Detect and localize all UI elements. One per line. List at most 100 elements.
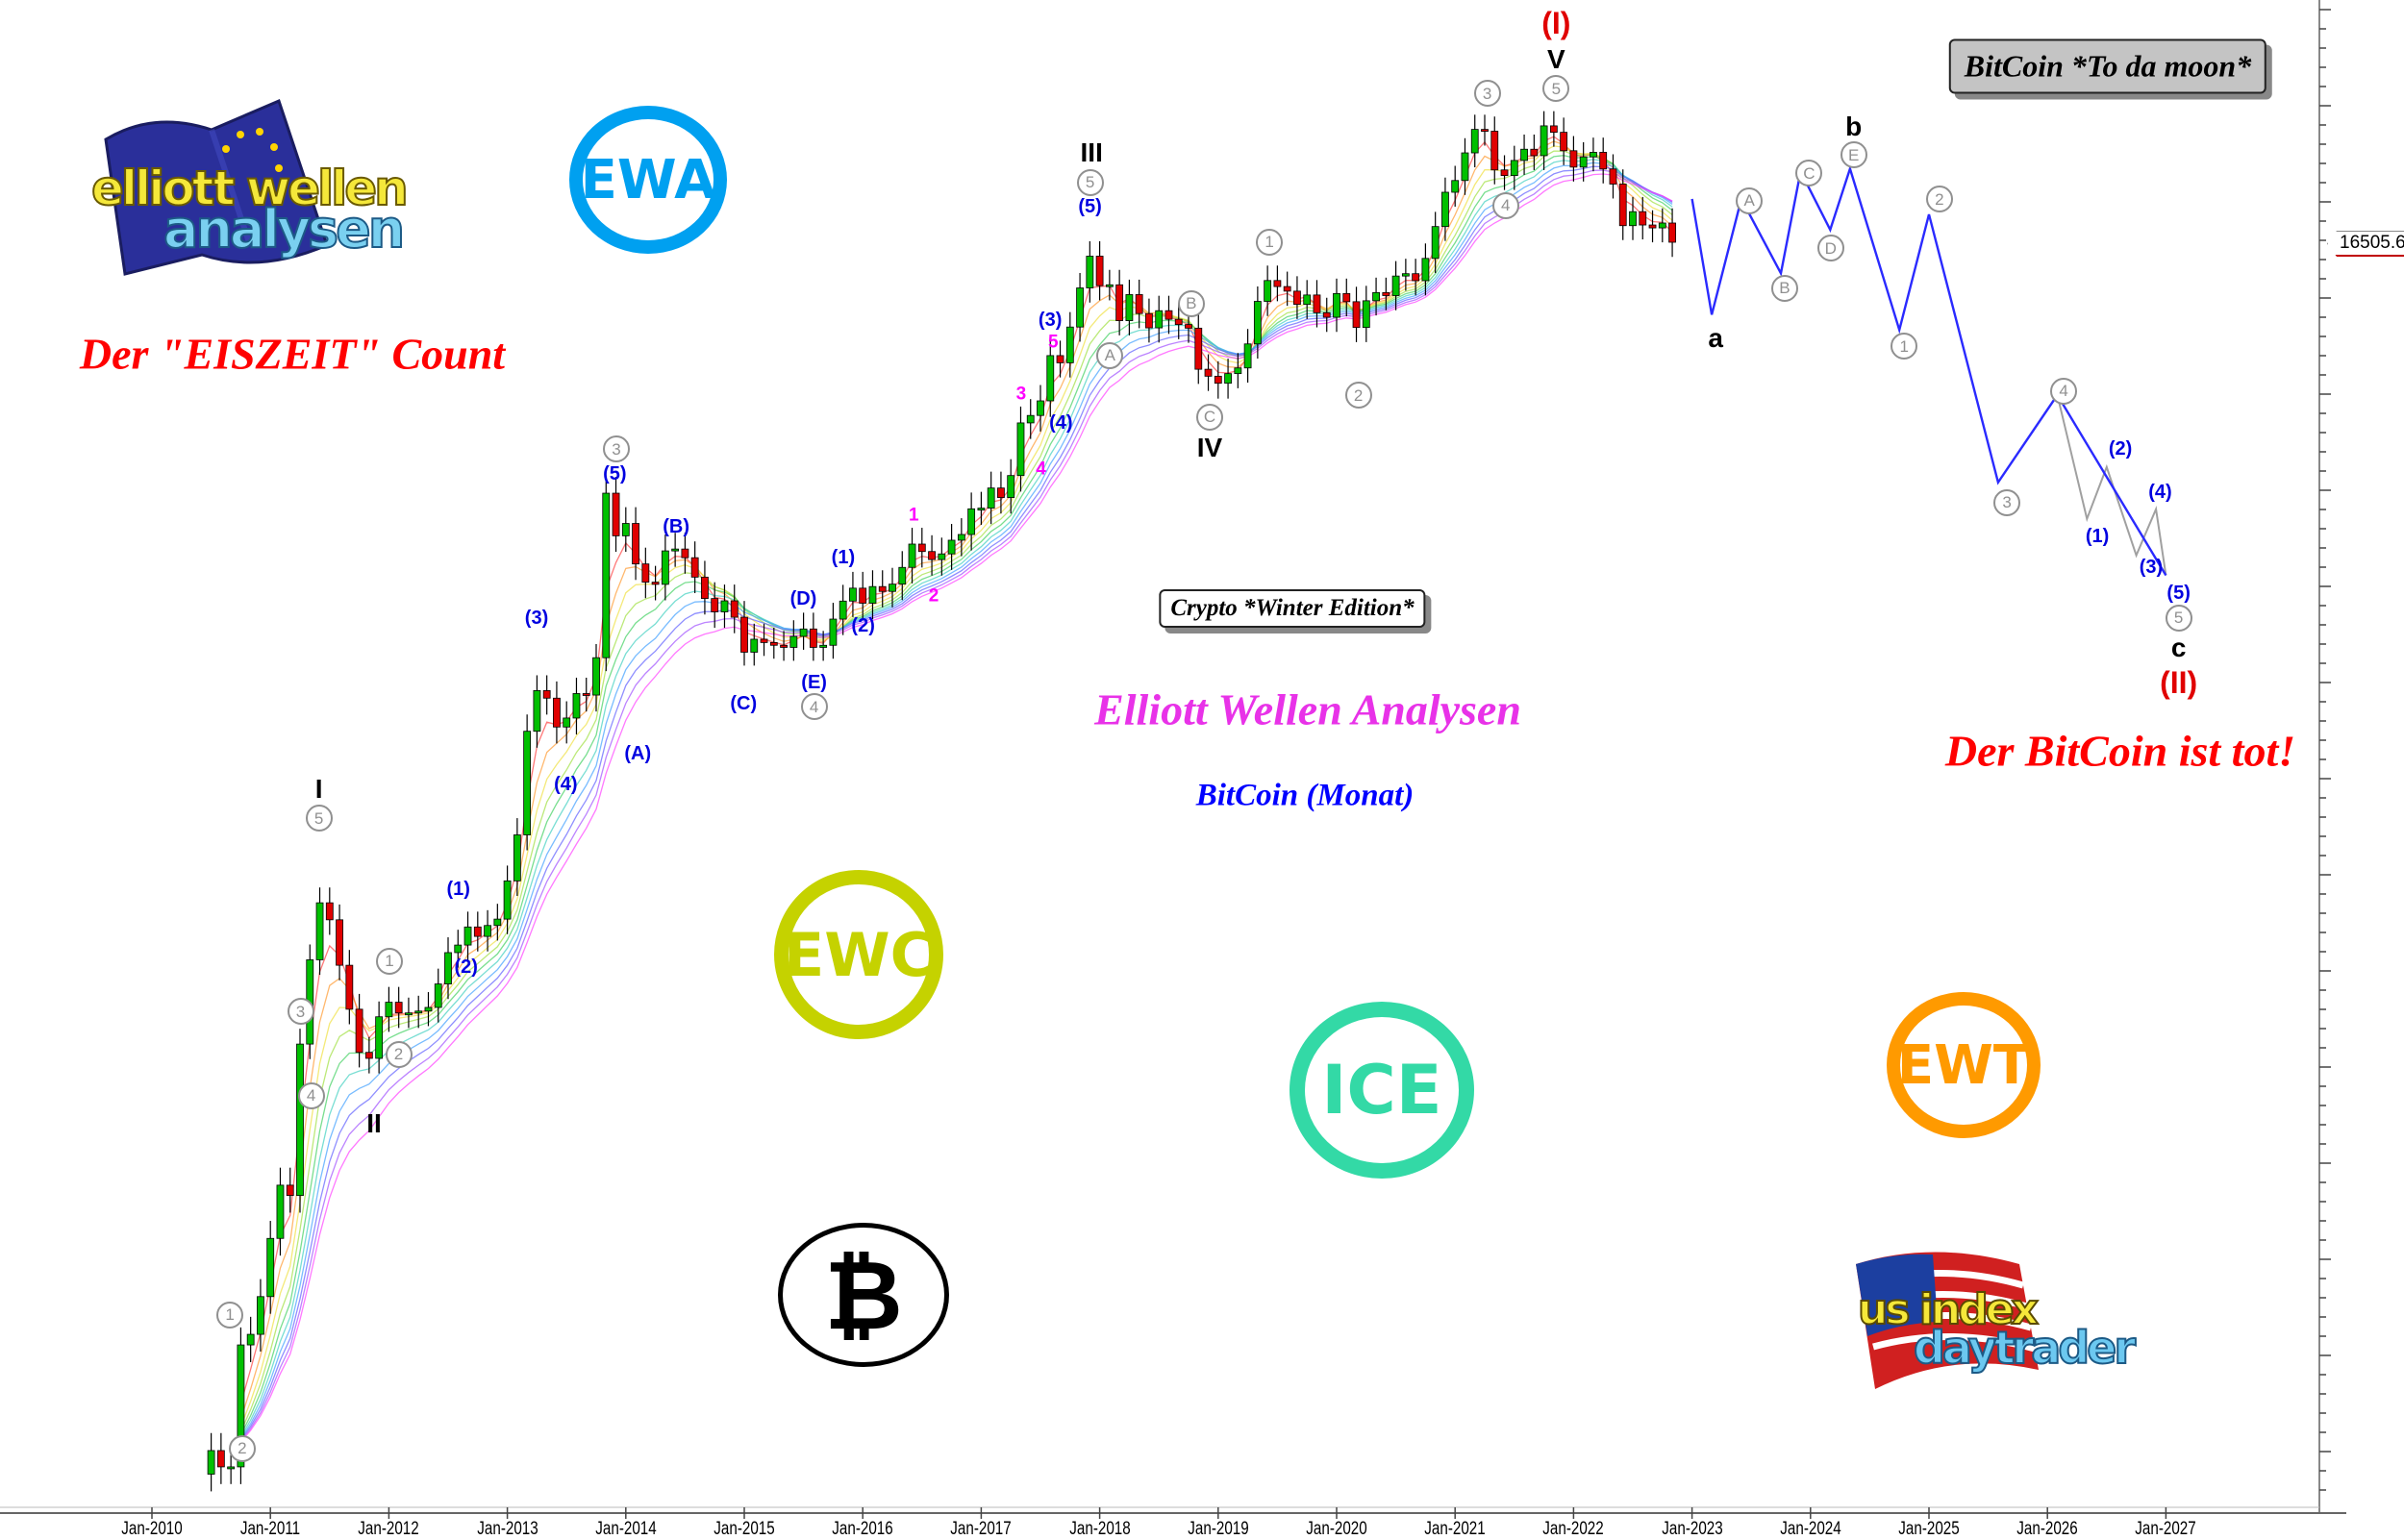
wave-label: (1) [446, 880, 469, 899]
candle [1156, 310, 1163, 328]
wave-label: C [1795, 160, 1822, 186]
candle [810, 629, 816, 647]
candle [277, 1185, 284, 1238]
candle [1462, 153, 1468, 181]
ewa-logo-text: EWA [581, 149, 716, 211]
wave-label: 1 [909, 506, 919, 524]
wave-label: 3 [1474, 80, 1501, 107]
candle [1432, 227, 1439, 259]
wave-label: C [1196, 404, 1223, 431]
ice-logo-text: ICE [1321, 1051, 1441, 1130]
wave-label: (1) [2086, 527, 2109, 546]
candle [1235, 368, 1241, 374]
candle [386, 1003, 392, 1017]
candle [830, 619, 837, 645]
candle [1334, 293, 1340, 317]
candle [1511, 161, 1517, 176]
candle [247, 1334, 254, 1345]
candle [346, 965, 353, 1009]
candle [583, 693, 589, 695]
candle [1452, 181, 1459, 192]
candle [988, 488, 994, 509]
x-tick-label: Jan-2023 [1662, 1519, 1722, 1540]
wave-label: (A) [624, 744, 651, 763]
wave-label: 2 [386, 1041, 413, 1068]
candle [1284, 286, 1290, 291]
candle [642, 564, 649, 583]
wave-label: 3 [1016, 385, 1027, 403]
wave-label: (II) [2160, 667, 2197, 698]
ewc-logo-text: EWC [784, 920, 934, 990]
candle [1580, 157, 1587, 167]
x-tick-label: Jan-2019 [1188, 1519, 1248, 1540]
candle [1195, 328, 1202, 369]
instrument-title: BitCoin (Monat) [1196, 779, 1414, 814]
x-tick-label: Jan-2018 [1069, 1519, 1130, 1540]
wave-label: (D) [790, 589, 817, 609]
wave-label: E [1841, 141, 1867, 168]
candle [929, 552, 936, 559]
candle [376, 1017, 383, 1058]
wave-label: (5) [2166, 584, 2190, 603]
x-tick-label: Jan-2013 [477, 1519, 538, 1540]
wave-label: D [1817, 235, 1844, 261]
candle [613, 493, 619, 535]
x-tick-label: Jan-2012 [359, 1519, 419, 1540]
candle [543, 690, 550, 698]
wave-label: 4 [1492, 192, 1519, 219]
wave-label: 5 [1077, 169, 1104, 196]
wave-label: (I) [1541, 8, 1570, 38]
candle [1244, 344, 1251, 368]
candle [1570, 151, 1577, 167]
wave-label: (E) [801, 673, 827, 692]
wave-label: b [1845, 113, 1862, 140]
candle [1630, 211, 1637, 226]
candle [849, 588, 856, 601]
wave-label: 5 [2166, 605, 2192, 632]
candle [504, 881, 511, 919]
candle [1017, 423, 1024, 476]
candle [731, 601, 738, 617]
x-tick-label: Jan-2016 [832, 1519, 892, 1540]
candle [889, 584, 896, 592]
candle [997, 488, 1004, 498]
candle [1087, 256, 1093, 287]
wave-label: (4) [554, 775, 577, 794]
candle [682, 549, 689, 558]
wave-label: (B) [663, 517, 689, 536]
wave-label: (3) [525, 609, 548, 628]
x-tick-label: Jan-2011 [240, 1519, 300, 1540]
candle [1590, 152, 1596, 157]
wave-label: 5 [1048, 333, 1059, 351]
candle [513, 834, 520, 881]
wave-label: 2 [1345, 382, 1372, 409]
wave-label: 4 [801, 693, 828, 720]
x-tick-label: Jan-2020 [1306, 1519, 1366, 1540]
wave-label: (3) [1039, 310, 1062, 330]
candle [1145, 313, 1152, 328]
candle [435, 984, 441, 1007]
wave-label: 1 [376, 948, 403, 975]
candle [553, 698, 560, 727]
candle [1047, 356, 1054, 401]
ewc-logo: EWC [774, 870, 943, 1039]
candle [1186, 325, 1192, 329]
candle [939, 554, 945, 559]
candle [455, 945, 462, 953]
candle [662, 551, 668, 584]
wave-label: 1 [1256, 229, 1283, 256]
bitcoin-dead-text: Der BitCoin ist tot! [1945, 726, 2295, 777]
candle [267, 1238, 274, 1297]
candle [1106, 285, 1113, 286]
wave-label: B [1178, 290, 1205, 317]
candle [1363, 301, 1369, 328]
wave-label: B [1771, 275, 1798, 302]
candle [1392, 276, 1399, 295]
candle [622, 524, 629, 536]
candle [445, 953, 452, 984]
candle [326, 903, 333, 920]
candle [1422, 259, 1429, 281]
wave-label: c [2171, 634, 2187, 661]
x-tick-label: Jan-2015 [714, 1519, 774, 1540]
candle [1265, 281, 1271, 302]
